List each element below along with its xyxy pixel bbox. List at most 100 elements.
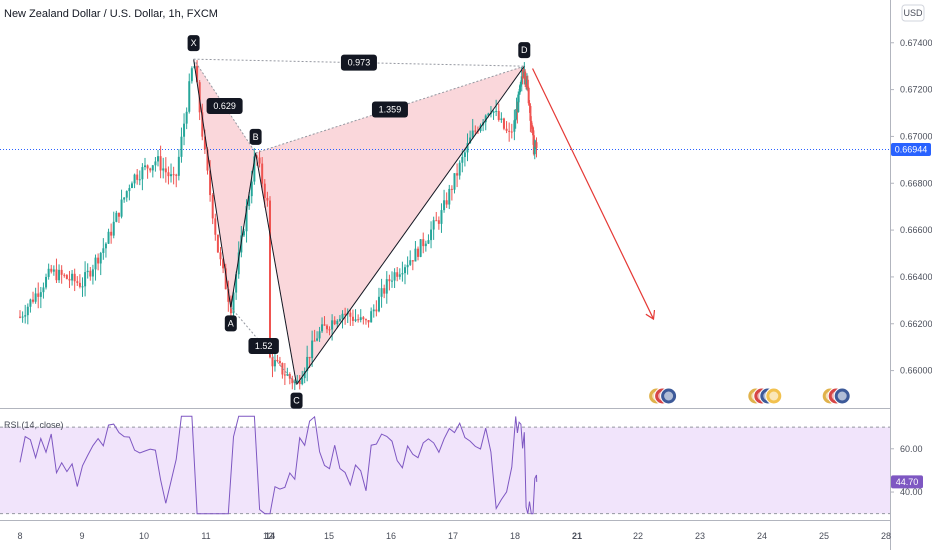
candle-body — [495, 110, 498, 112]
candle-body — [159, 156, 162, 171]
candle-body — [466, 143, 469, 153]
economic-event-group[interactable] — [821, 387, 851, 405]
candle-body — [417, 248, 420, 257]
candle-body — [419, 239, 422, 257]
candle-body — [24, 315, 27, 317]
candle-body — [177, 156, 180, 176]
candle-body — [508, 130, 511, 132]
pattern-triangle-bcd[interactable] — [255, 66, 525, 385]
candle-body — [519, 85, 522, 93]
time-tick-label: 12 — [263, 531, 273, 541]
ratio-label-bd[interactable]: 1.359 — [371, 101, 408, 118]
candle-body — [203, 136, 206, 150]
candle-body — [487, 113, 490, 116]
candle-body — [500, 118, 503, 120]
time-tick-label: 10 — [139, 531, 149, 541]
candle-body — [136, 174, 139, 180]
candle-body — [303, 371, 306, 379]
candle-body — [216, 234, 219, 253]
candle-body — [530, 120, 533, 126]
ratio-label-xd[interactable]: 0.973 — [340, 54, 377, 71]
candle-body — [281, 363, 284, 375]
pattern-point-b[interactable]: B — [249, 128, 262, 145]
pattern-triangle-xab[interactable] — [193, 59, 256, 308]
candle-body — [219, 252, 222, 260]
rsi-axis[interactable]: 60.00 40.00 — [890, 444, 923, 497]
candle-body — [440, 210, 443, 224]
candle-body — [81, 286, 84, 288]
candle-body — [278, 360, 281, 364]
chart-title: New Zealand Dollar / U.S. Dollar, 1h, FX… — [4, 8, 218, 20]
economic-event-group[interactable] — [648, 387, 678, 405]
pattern-line-ab[interactable] — [230, 152, 257, 308]
candle-body — [255, 156, 258, 158]
candle-body — [211, 195, 214, 219]
candle-body — [484, 115, 487, 123]
candle-body — [291, 378, 294, 384]
candle-body — [196, 66, 199, 83]
candle-body — [323, 324, 326, 326]
candle-body — [448, 188, 451, 205]
candle-body — [224, 268, 227, 290]
candle-body — [190, 68, 193, 82]
pattern-line-bc[interactable] — [255, 152, 298, 385]
candle-body — [273, 360, 276, 367]
rsi-line — [19, 415, 538, 515]
ratio-line-ac — [230, 307, 297, 385]
candle-body — [437, 220, 440, 224]
time-tick-label: 15 — [324, 531, 334, 541]
currency-button[interactable]: USD — [901, 4, 925, 22]
time-tick-label: 25 — [819, 531, 829, 541]
candle-body — [430, 229, 433, 241]
candle-body — [258, 157, 261, 164]
candle-body — [68, 278, 71, 281]
candle-body — [383, 288, 386, 294]
economic-event-group[interactable] — [747, 387, 783, 405]
candle-body — [409, 260, 412, 265]
pattern-point-x[interactable]: X — [187, 35, 200, 52]
candle-body — [311, 340, 314, 359]
time-tick-label: 17 — [448, 531, 458, 541]
ratio-value: 0.629 — [213, 101, 236, 111]
candle-body — [84, 272, 87, 287]
candle-body — [58, 269, 61, 281]
candle-body — [313, 340, 316, 342]
candle-body — [375, 309, 378, 312]
candle-body — [531, 125, 534, 128]
ratio-label-xb[interactable]: 0.629 — [206, 97, 243, 114]
candle-body — [492, 111, 495, 113]
ratio-label-ac[interactable]: 1.52 — [248, 337, 279, 354]
candle-body — [456, 173, 459, 176]
candle-body — [37, 293, 40, 297]
pattern-point-c[interactable]: C — [290, 392, 303, 409]
candle-body — [52, 269, 55, 272]
pattern-line-cd[interactable] — [296, 65, 525, 385]
pattern-point-label: B — [253, 132, 259, 142]
candle-body — [115, 212, 118, 222]
pattern-point-a[interactable]: A — [224, 315, 237, 332]
candle-body — [526, 79, 529, 88]
candle-body — [19, 316, 21, 318]
time-tick-label: 22 — [633, 531, 643, 541]
rsi-tick-label: 40.00 — [900, 487, 923, 497]
price-axis[interactable]: 0.67400 0.67200 0.67000 0.66800 0.66600 0.664… — [890, 38, 932, 376]
candle-body — [63, 274, 66, 276]
economic-events-group[interactable] — [648, 387, 851, 405]
candle-body — [99, 252, 102, 264]
candle-body — [396, 272, 399, 277]
time-tick-label: 14 — [265, 531, 275, 541]
pattern-point-d[interactable]: D — [518, 42, 531, 59]
candle-body — [102, 248, 105, 253]
candle-body — [94, 257, 97, 270]
candle-body — [453, 173, 456, 190]
candle-body — [406, 264, 409, 268]
time-tick-label: 28 — [881, 531, 891, 541]
candle-body — [71, 273, 74, 281]
pattern-line-xa[interactable] — [193, 59, 232, 308]
price-tick-label: 0.67200 — [900, 85, 932, 95]
current-price-value: 0.66944 — [895, 145, 928, 155]
projection-arrow[interactable] — [532, 68, 654, 320]
